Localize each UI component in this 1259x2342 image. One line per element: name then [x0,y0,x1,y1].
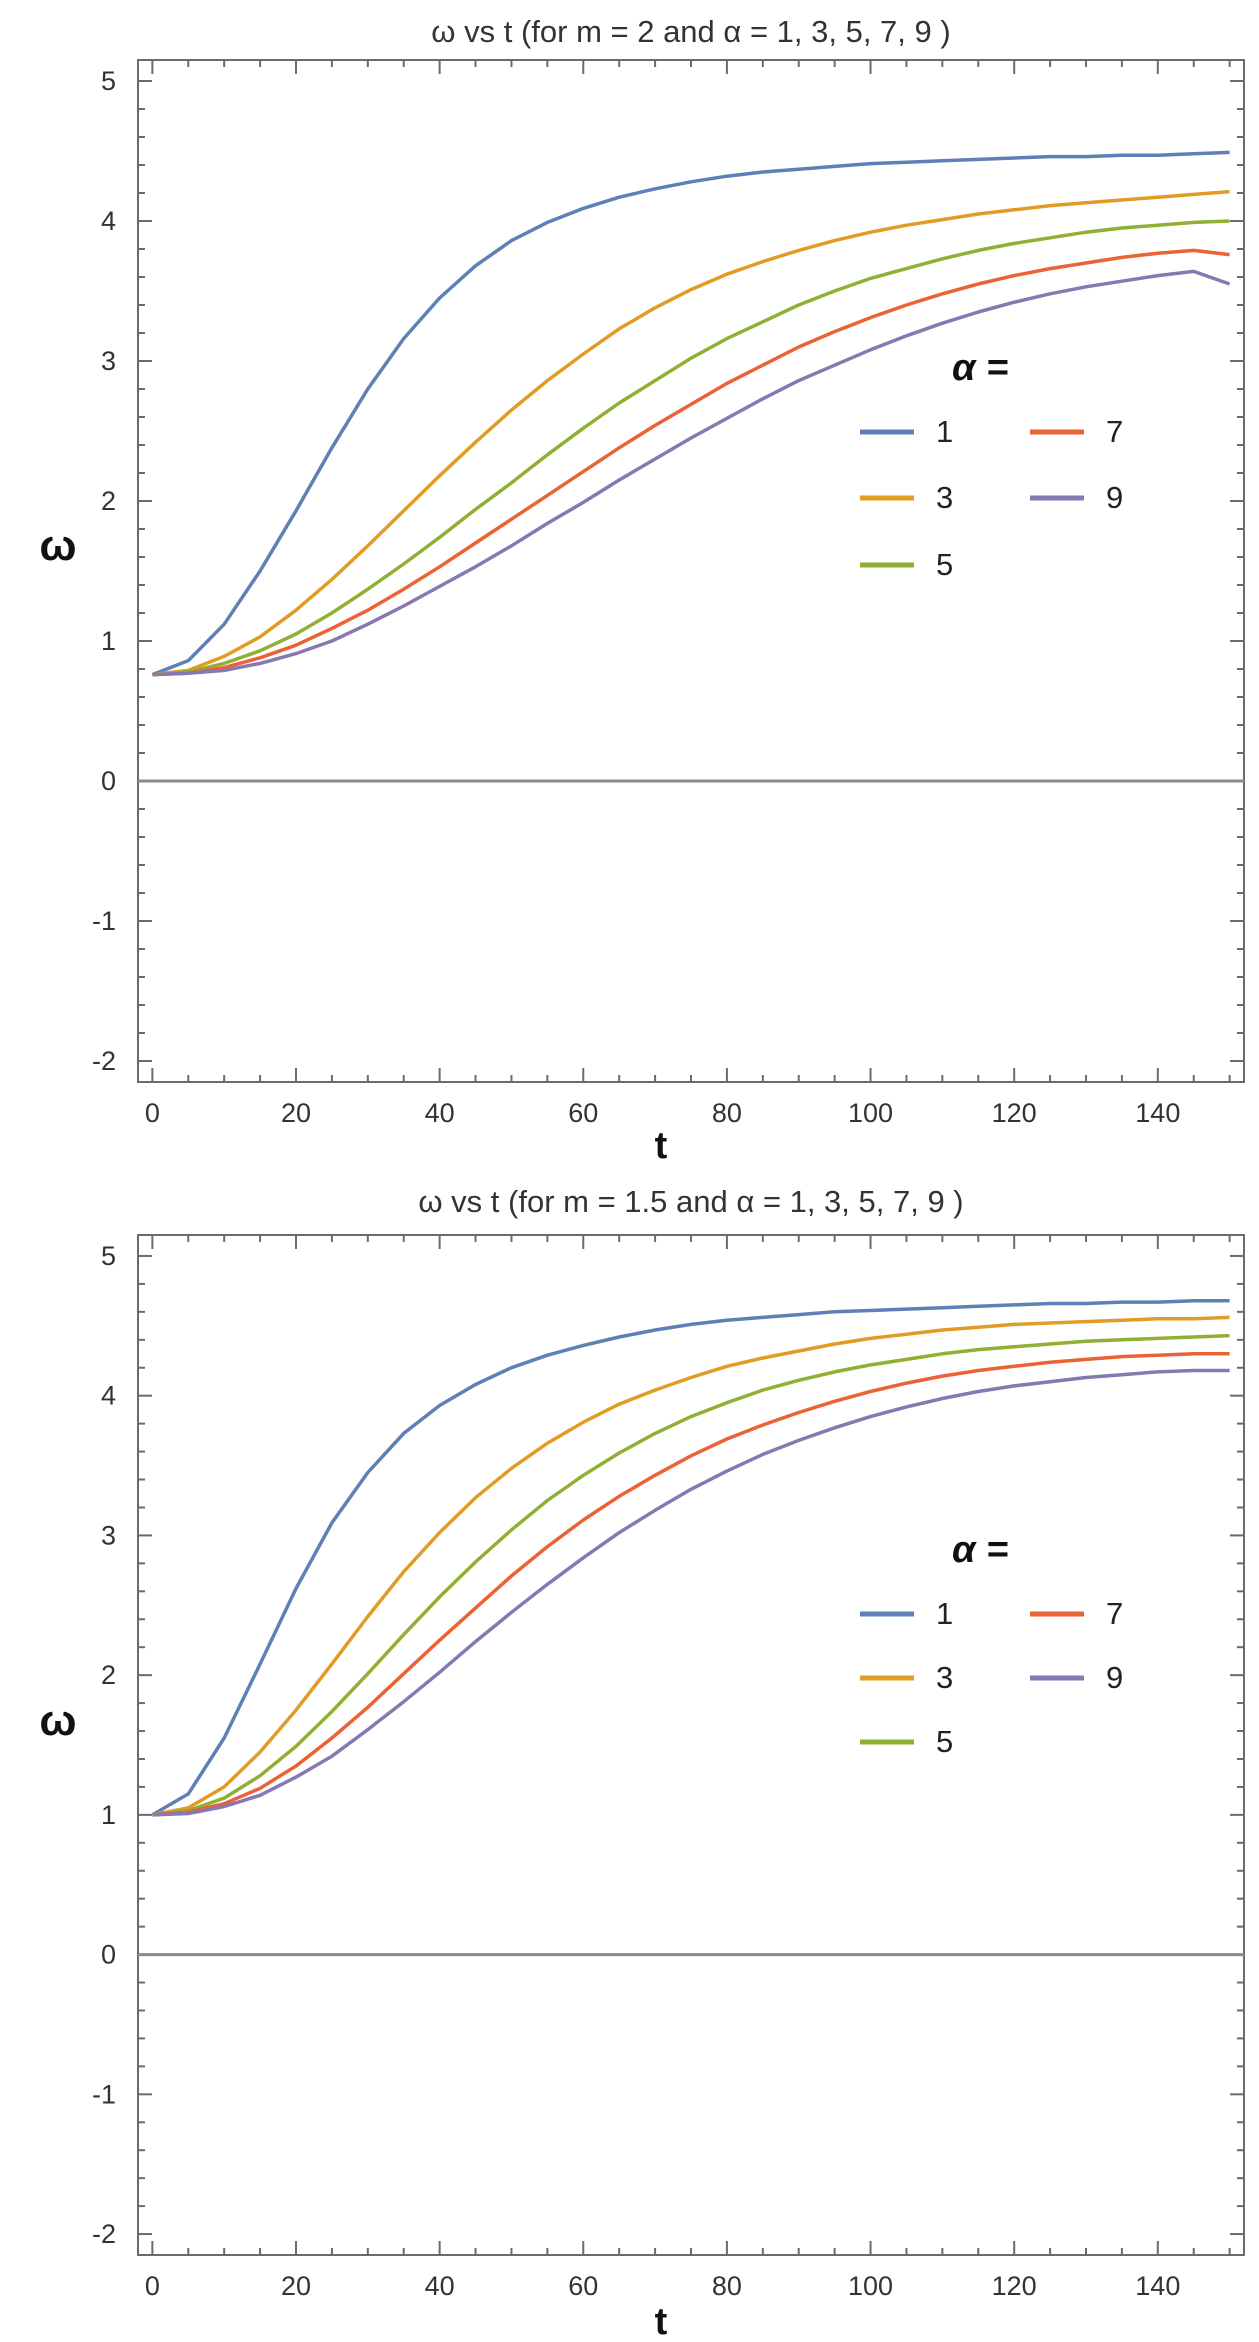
y-tick-label: -2 [92,2219,116,2249]
series-line-alpha-1 [151,1298,1230,1817]
y-tick-label: -2 [92,1046,116,1076]
y-tick-label: 5 [101,1241,116,1271]
series-line-alpha-7 [152,248,1230,677]
legend-title: α = [952,347,1008,389]
y-tick-label: 5 [101,66,116,96]
x-tick-label: 60 [568,1098,598,1128]
legend-label-alpha-7: 7 [1106,414,1123,449]
x-tick-label: 120 [992,2271,1037,2301]
x-tick-label: 0 [145,2271,160,2301]
x-tick-label: 20 [281,2271,311,2301]
y-tick-label: 0 [101,766,116,796]
y-axis-label: ω [39,521,76,570]
x-tick-label: 20 [281,1098,311,1128]
legend-title: α = [952,1529,1008,1571]
legend-label-alpha-1: 1 [936,414,953,449]
x-axis-label: t [655,2301,668,2342]
legend-label-alpha-5: 5 [936,547,953,582]
y-tick-label: 1 [101,626,116,656]
y-axis-label: ω [39,1696,76,1745]
series-line-alpha-7 [152,1352,1230,1817]
x-axis-label: t [655,1125,668,1167]
series-line-alpha-3 [152,189,1230,677]
chart-1: 0 20 40 60 80 100 120 140 -2 -1 0 1 2 3 4 5 ω vs t (for … [39,14,1245,1167]
x-tick-label: 80 [712,1098,742,1128]
y-tick-label: 4 [101,206,116,236]
chart-title: ω vs t (for m = 2 and α = 1, 3, 5, 7, 9 … [431,14,950,49]
legend-label-alpha-7: 7 [1106,1596,1123,1631]
series-line-alpha-5 [152,219,1230,677]
legend-label-alpha-1: 1 [936,1596,953,1631]
x-tick-label: 40 [425,2271,455,2301]
legend-label-alpha-9: 9 [1106,1660,1123,1695]
y-tick-label: 2 [101,486,116,516]
x-tick-label: 100 [848,2271,893,2301]
x-tick-label: 40 [425,1098,455,1128]
legend-label-alpha-3: 3 [936,480,953,515]
chart-title: ω vs t (for m = 1.5 and α = 1, 3, 5, 7, … [418,1184,963,1219]
x-tick-label: 100 [848,1098,893,1128]
y-tick-label: -1 [92,906,116,936]
legend-label-alpha-9: 9 [1106,480,1123,515]
legend-label-alpha-5: 5 [936,1724,953,1759]
y-tick-label: 0 [101,1940,116,1970]
y-tick-label: 3 [101,346,116,376]
series-line-alpha-5 [152,1333,1230,1817]
series-line-alpha-1 [151,150,1230,677]
plot-frame [137,59,1245,1083]
y-tick-label: -1 [92,2079,116,2109]
y-tick-label: 4 [101,1381,116,1411]
x-tick-label: 60 [568,2271,598,2301]
plot-frame [137,1234,1245,2256]
y-tick-label: 1 [101,1800,116,1830]
chart-2: 0 20 40 60 80 100 120 140 -2 -1 0 1 2 3 4 5 ω vs t (for … [39,1184,1245,2342]
x-tick-label: 0 [145,1098,160,1128]
series-line-alpha-3 [152,1315,1230,1817]
x-tick-label: 120 [992,1098,1037,1128]
x-tick-label: 80 [712,2271,742,2301]
y-tick-label: 3 [101,1520,116,1550]
series-line-alpha-9 [152,1368,1230,1817]
x-tick-label: 140 [1135,2271,1180,2301]
legend-label-alpha-3: 3 [936,1660,953,1695]
x-tick-label: 140 [1135,1098,1180,1128]
y-tick-label: 2 [101,1660,116,1690]
series-line-alpha-9 [152,269,1231,677]
